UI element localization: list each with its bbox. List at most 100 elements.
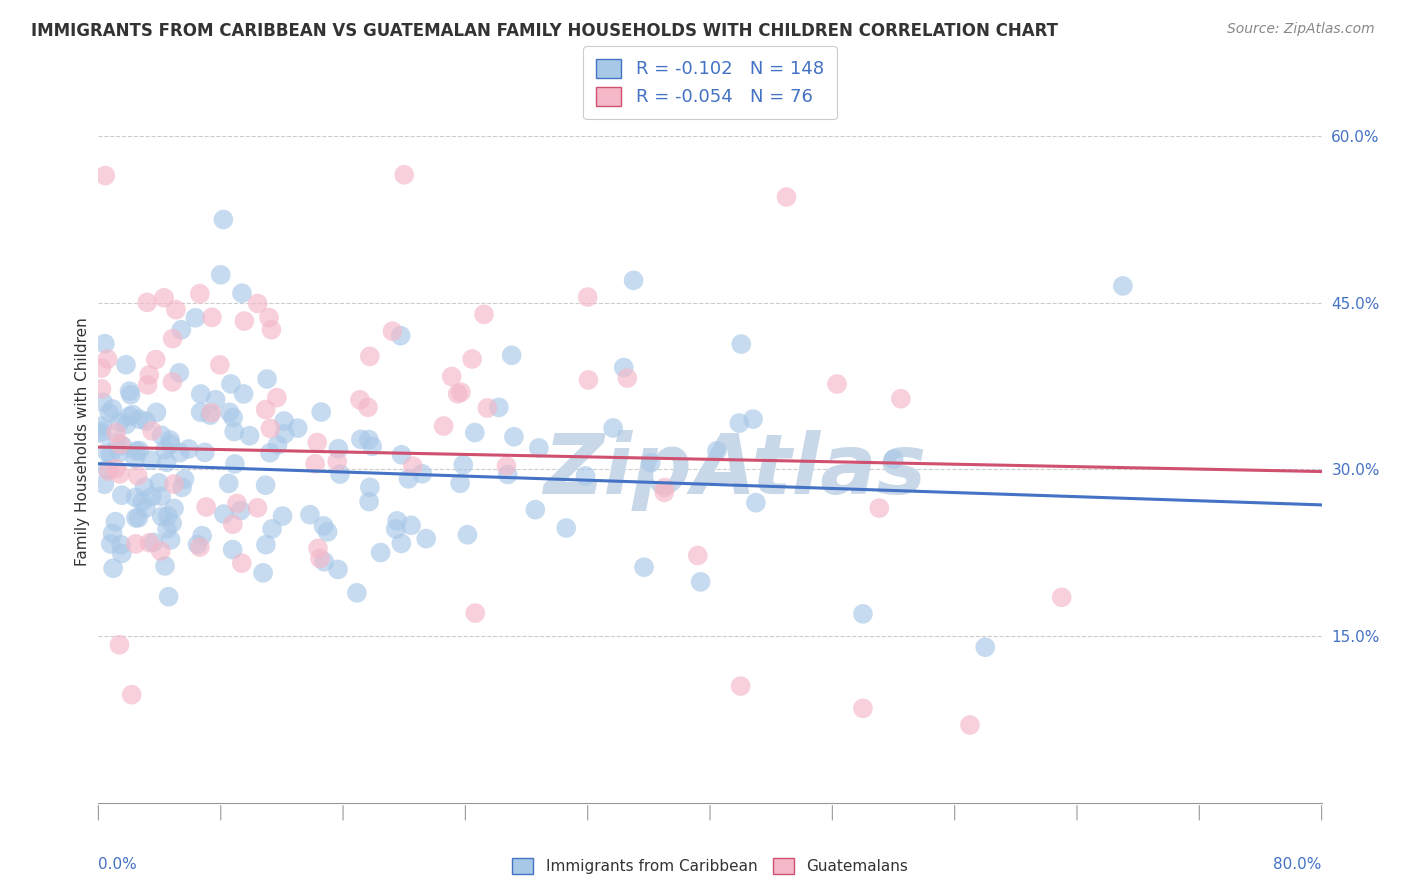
Point xyxy=(100,537,122,551)
Point xyxy=(150,489,173,503)
Text: 80.0%: 80.0% xyxy=(1274,857,1322,872)
Point xyxy=(232,387,254,401)
Point xyxy=(312,519,335,533)
Point xyxy=(163,477,186,491)
Point xyxy=(440,369,463,384)
Point xyxy=(142,535,165,549)
Point xyxy=(110,538,132,552)
Point xyxy=(101,561,124,575)
Point xyxy=(93,477,115,491)
Point xyxy=(555,521,578,535)
Point xyxy=(194,445,217,459)
Point xyxy=(576,290,599,304)
Point xyxy=(640,456,662,470)
Point xyxy=(90,426,112,441)
Point xyxy=(153,442,176,457)
Point xyxy=(398,472,420,486)
Point xyxy=(212,507,235,521)
Point xyxy=(91,395,114,409)
Point xyxy=(309,551,332,566)
Point xyxy=(488,401,510,415)
Point xyxy=(254,402,277,417)
Point xyxy=(260,323,283,337)
Point xyxy=(170,323,193,337)
Point xyxy=(135,501,157,516)
Point xyxy=(329,467,352,481)
Point xyxy=(246,500,269,515)
Point xyxy=(165,302,187,317)
Point xyxy=(148,475,170,490)
Point xyxy=(501,348,523,362)
Point xyxy=(613,360,636,375)
Point xyxy=(389,536,412,550)
Point xyxy=(689,574,711,589)
Point xyxy=(156,508,179,523)
Point xyxy=(224,425,246,439)
Point xyxy=(728,416,751,430)
Point xyxy=(111,488,134,502)
Point xyxy=(852,701,875,715)
Point xyxy=(111,439,134,453)
Point xyxy=(145,405,167,419)
Point xyxy=(271,509,294,524)
Point xyxy=(231,556,253,570)
Point xyxy=(159,437,181,451)
Point xyxy=(118,384,141,398)
Point xyxy=(208,358,231,372)
Point xyxy=(218,405,240,419)
Point xyxy=(730,337,752,351)
Point xyxy=(115,358,138,372)
Point xyxy=(825,377,848,392)
Point xyxy=(616,371,638,385)
Point xyxy=(229,503,252,517)
Point xyxy=(304,457,326,471)
Point xyxy=(173,472,195,486)
Point xyxy=(177,442,200,456)
Point xyxy=(307,435,329,450)
Point xyxy=(464,425,486,440)
Point xyxy=(222,517,245,532)
Point xyxy=(359,350,381,364)
Point xyxy=(150,428,173,442)
Point xyxy=(298,508,321,522)
Point xyxy=(191,529,214,543)
Point xyxy=(153,558,176,573)
Point xyxy=(381,324,404,338)
Point xyxy=(328,442,350,456)
Point xyxy=(108,445,131,459)
Point xyxy=(110,437,132,451)
Point xyxy=(108,467,131,481)
Point xyxy=(273,414,295,428)
Point xyxy=(266,438,288,452)
Point xyxy=(219,376,242,391)
Point xyxy=(602,421,624,435)
Point xyxy=(156,522,179,536)
Point xyxy=(96,352,118,367)
Point xyxy=(359,480,381,494)
Point xyxy=(188,540,211,554)
Point xyxy=(316,524,339,539)
Point xyxy=(370,545,392,559)
Point xyxy=(91,419,114,434)
Point xyxy=(259,421,281,435)
Point xyxy=(246,296,269,310)
Point xyxy=(257,310,280,325)
Point xyxy=(108,638,131,652)
Point xyxy=(128,443,150,458)
Point xyxy=(273,426,295,441)
Point xyxy=(190,387,212,401)
Point xyxy=(389,328,412,343)
Point xyxy=(120,387,142,401)
Point xyxy=(141,490,163,504)
Point xyxy=(96,462,118,476)
Point xyxy=(135,414,157,428)
Text: 0.0%: 0.0% xyxy=(98,857,138,872)
Point xyxy=(259,446,281,460)
Point xyxy=(226,496,249,510)
Point xyxy=(101,402,124,417)
Point xyxy=(852,607,875,621)
Point xyxy=(1112,279,1135,293)
Point xyxy=(453,458,475,472)
Point xyxy=(169,446,191,460)
Point xyxy=(124,451,146,466)
